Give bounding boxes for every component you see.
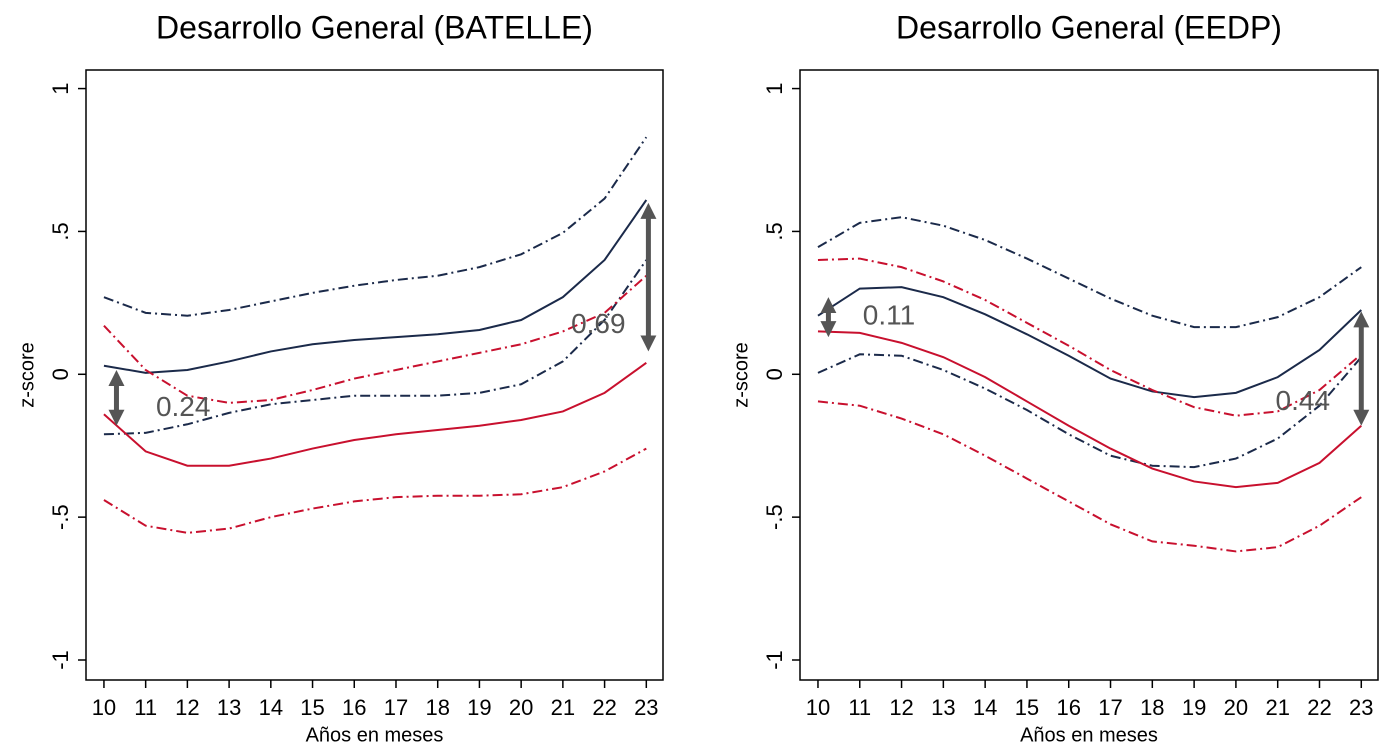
x-tick-label: 10: [806, 695, 830, 720]
x-tick-label: 11: [848, 695, 871, 720]
panel: Desarrollo General (BATELLE) -1 -.5 0 .5 1 10 1…: [16, 9, 664, 746]
annotation-label: 0.24: [156, 391, 211, 422]
series-line: [103, 199, 648, 374]
y-tick-label: 1: [762, 82, 787, 94]
series-line: [103, 274, 647, 404]
x-tick-label: 13: [217, 695, 241, 720]
series-line: [817, 353, 1363, 469]
x-tick-label: 10: [92, 695, 116, 720]
x-tick-label: 20: [509, 695, 533, 720]
y-tick-label: .5: [762, 222, 787, 240]
y-tick-label: -.5: [48, 504, 73, 530]
annotation-label: 0.44: [1276, 385, 1331, 416]
x-tick-label: 17: [384, 695, 408, 720]
x-tick-label: 12: [175, 695, 199, 720]
y-tick-label: 0: [48, 368, 73, 380]
x-tick-label: 21: [551, 695, 575, 720]
x-tick-label: 12: [889, 695, 913, 720]
series-line: [817, 216, 1362, 329]
chart-title: Desarrollo General (EEDP): [896, 9, 1282, 45]
x-tick-label: 17: [1098, 695, 1122, 720]
annotation-label: 0.11: [863, 300, 915, 331]
series-line: [817, 400, 1362, 553]
x-tick-label: 15: [1015, 695, 1039, 720]
x-tick-label: 18: [425, 695, 449, 720]
x-tick-label: 16: [1056, 695, 1080, 720]
x-tick-label: 11: [134, 695, 157, 720]
chart-title: Desarrollo General (BATELLE): [156, 9, 593, 45]
y-tick-label: 0: [762, 368, 787, 380]
x-tick-label: 21: [1265, 695, 1289, 720]
y-tick-label: .5: [48, 222, 73, 240]
x-tick-label: 20: [1224, 695, 1248, 720]
x-tick-label: 23: [1349, 695, 1373, 720]
x-tick-label: 22: [592, 695, 616, 720]
y-tick-label: -.5: [762, 504, 787, 530]
x-axis-title: Años en meses: [306, 724, 444, 746]
x-tick-label: 19: [467, 695, 491, 720]
y-tick-label: 1: [48, 82, 73, 94]
panel: Desarrollo General (EEDP) -1 -.5 0 .5 1 10 11 12…: [730, 9, 1379, 746]
x-tick-label: 14: [259, 695, 283, 720]
x-tick-label: 19: [1182, 695, 1206, 720]
series-line: [103, 447, 647, 534]
x-tick-label: 18: [1140, 695, 1164, 720]
annotation-label: 0.69: [571, 308, 626, 339]
series-line: [817, 330, 1362, 489]
y-axis-title: z-score: [16, 342, 38, 408]
y-axis-title: z-score: [730, 342, 752, 408]
y-tick-label: -1: [762, 650, 787, 670]
series-line: [103, 136, 648, 317]
x-tick-label: 13: [931, 695, 955, 720]
x-tick-label: 23: [634, 695, 658, 720]
x-tick-label: 14: [973, 695, 997, 720]
series-line: [817, 257, 1362, 417]
x-axis-title: Años en meses: [1020, 724, 1158, 746]
x-tick-label: 15: [300, 695, 324, 720]
x-tick-label: 16: [342, 695, 366, 720]
series-line: [103, 362, 647, 467]
y-tick-label: -1: [48, 650, 73, 670]
series-line: [817, 286, 1362, 399]
x-tick-label: 22: [1307, 695, 1331, 720]
plot-frame: [799, 69, 1379, 681]
series-line: [103, 259, 648, 436]
